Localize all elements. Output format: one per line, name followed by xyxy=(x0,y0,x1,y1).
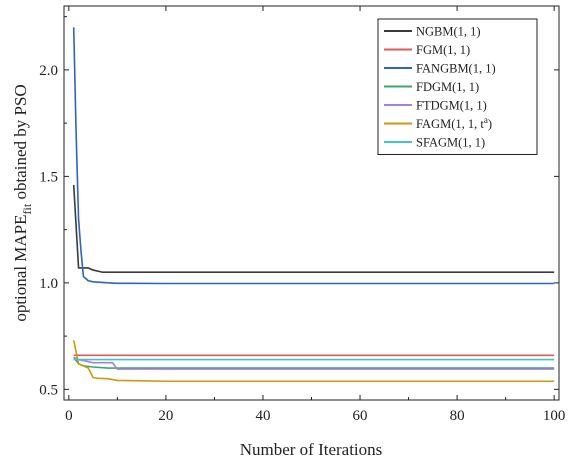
x-tick-label: 80 xyxy=(450,408,465,424)
legend-label: NGBM(1, 1) xyxy=(416,25,481,39)
y-tick-label: 1.0 xyxy=(39,276,58,292)
legend-label: FDGM(1, 1) xyxy=(416,80,479,94)
y-tick-label: 1.5 xyxy=(39,169,58,185)
legend-label: FAGM(1, 1, ta) xyxy=(416,115,492,131)
ticks-layer: 0 20 40 60 80 100 0.5 1.0 1.5 2.0 xyxy=(39,6,565,424)
series-line-1 xyxy=(72,184,555,274)
y-axis-label: optional MAPEfit obtained by PSO xyxy=(11,84,34,321)
y-axis-label-sub: fit xyxy=(20,203,34,214)
x-tick-label: 100 xyxy=(543,408,566,424)
legend: NGBM(1, 1) FGM(1, 1) FANGBM(1, 1) FDGM(1, 1… xyxy=(377,18,538,155)
x-tick-label: 40 xyxy=(255,408,270,424)
y-axis-label-main: optional MAPE xyxy=(11,214,30,321)
y-tick-label: 0.5 xyxy=(39,382,58,398)
y-tick-label: 2.0 xyxy=(39,63,58,79)
x-tick-label: 20 xyxy=(158,408,173,424)
series-line-6 xyxy=(72,340,555,383)
x-tick-label: 60 xyxy=(353,408,368,424)
legend-label: SFAGM(1, 1) xyxy=(416,136,485,150)
series-layer xyxy=(72,27,555,383)
y-axis-label-suffix: obtained by PSO xyxy=(11,84,30,203)
x-tick-label: 0 xyxy=(65,408,73,424)
legend-label: FTDGM(1, 1) xyxy=(416,99,487,113)
legend-label: FANGBM(1, 1) xyxy=(416,62,496,76)
x-axis-label: Number of Iterations xyxy=(240,440,383,459)
legend-label: FGM(1, 1) xyxy=(416,43,470,57)
series-line-3 xyxy=(72,27,555,285)
